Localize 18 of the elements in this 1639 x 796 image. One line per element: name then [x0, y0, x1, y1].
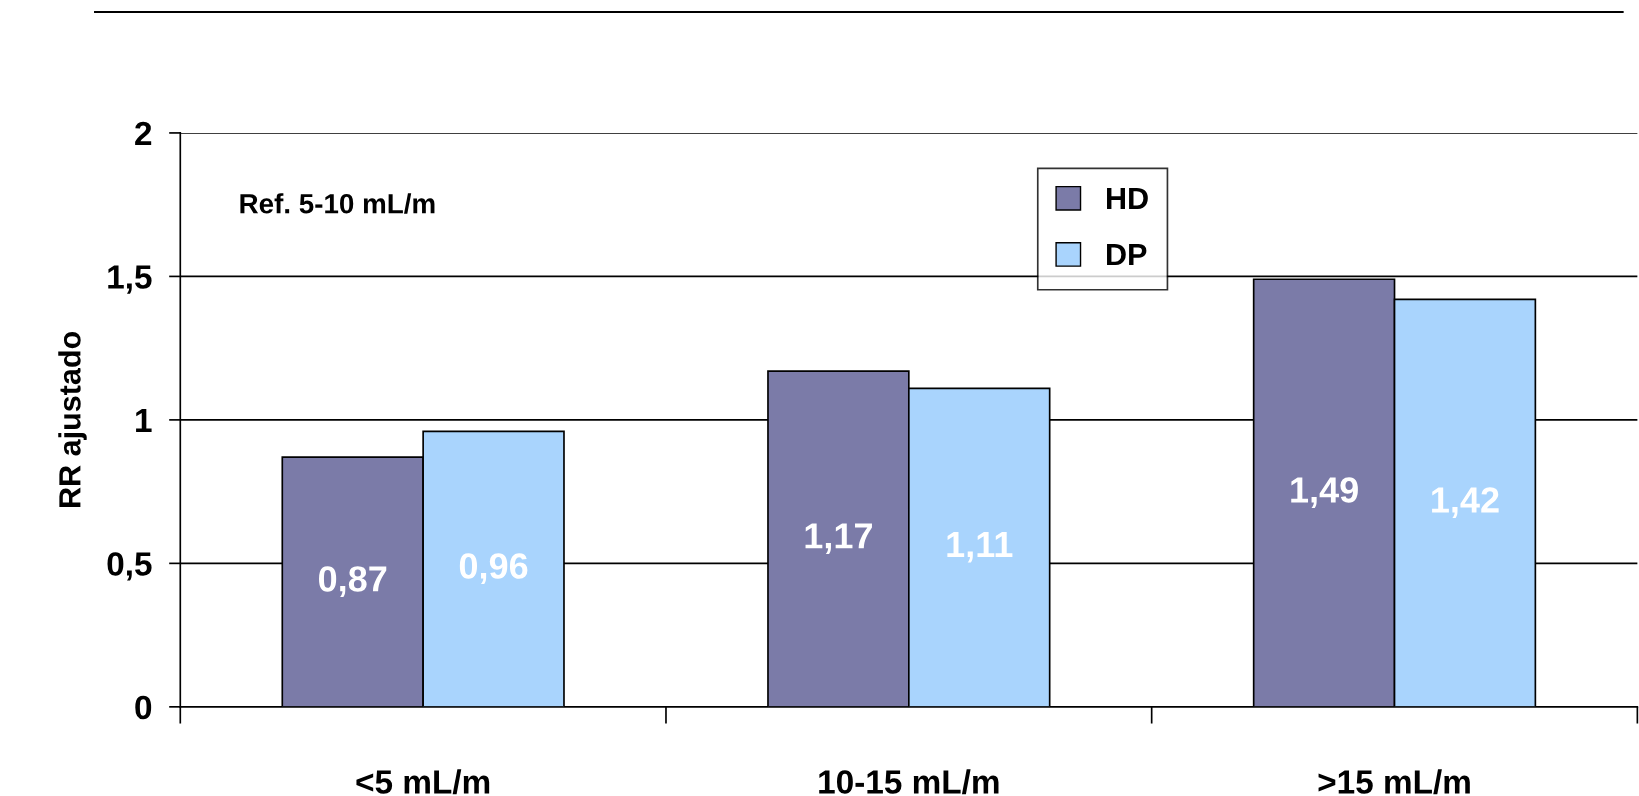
y-tick-label: 1,5 [108, 265, 152, 294]
y-tick-label: 1 [136, 409, 152, 432]
legend-label: DP [1107, 244, 1147, 266]
data-label: 1,17 [805, 523, 872, 554]
x-tick-label: <5 mL/m [356, 769, 490, 795]
y-tick-label: 2 [135, 121, 152, 146]
data-label: 1,11 [947, 532, 1013, 563]
y-axis-title: RR ajustado [58, 331, 87, 507]
data-label: 1,42 [1432, 487, 1499, 519]
y-tick-label: 0,5 [107, 552, 152, 581]
data-label: 0,87 [319, 566, 387, 597]
x-tick-label: >15 mL/m [1318, 769, 1470, 795]
x-tick-label: 10-15 mL/m [819, 769, 999, 795]
y-tick-label: 0 [135, 695, 152, 720]
data-label: 0,96 [459, 553, 528, 585]
legend-label: HD [1107, 187, 1148, 209]
annotation: Ref. 5-10 mL/m [240, 193, 435, 214]
data-label: 1,49 [1291, 477, 1358, 508]
